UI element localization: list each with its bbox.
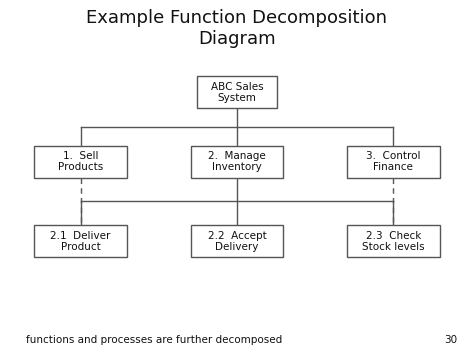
FancyBboxPatch shape bbox=[197, 76, 277, 108]
Text: 1.  Sell
Products: 1. Sell Products bbox=[58, 151, 103, 172]
FancyBboxPatch shape bbox=[191, 146, 283, 178]
Text: functions and processes are further decomposed: functions and processes are further deco… bbox=[26, 335, 283, 345]
Text: 2.1  Deliver
Product: 2.1 Deliver Product bbox=[50, 231, 111, 252]
Text: 3.  Control
Finance: 3. Control Finance bbox=[366, 151, 420, 172]
FancyBboxPatch shape bbox=[347, 225, 439, 257]
FancyBboxPatch shape bbox=[191, 225, 283, 257]
Text: ABC Sales
System: ABC Sales System bbox=[210, 82, 264, 103]
Text: 2.  Manage
Inventory: 2. Manage Inventory bbox=[208, 151, 266, 172]
Text: 2.2  Accept
Delivery: 2.2 Accept Delivery bbox=[208, 231, 266, 252]
FancyBboxPatch shape bbox=[347, 146, 439, 178]
Text: 30: 30 bbox=[444, 335, 457, 345]
Text: 2.3  Check
Stock levels: 2.3 Check Stock levels bbox=[362, 231, 425, 252]
FancyBboxPatch shape bbox=[34, 225, 127, 257]
Text: Example Function Decomposition
Diagram: Example Function Decomposition Diagram bbox=[86, 9, 388, 48]
FancyBboxPatch shape bbox=[34, 146, 127, 178]
